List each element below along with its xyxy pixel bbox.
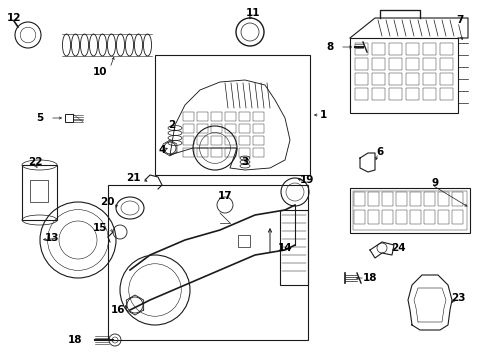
Bar (388, 43, 401, 55)
Bar (439, 73, 452, 85)
Bar (439, 43, 452, 55)
Text: 19: 19 (299, 175, 314, 185)
Bar (405, 43, 418, 55)
Bar (354, 43, 367, 55)
Bar (422, 58, 435, 70)
Bar (183, 112, 194, 121)
Bar (354, 88, 367, 100)
Bar (252, 112, 264, 121)
Bar (371, 58, 384, 70)
Bar (371, 88, 384, 100)
Text: 16: 16 (110, 305, 125, 315)
Bar (422, 43, 435, 55)
Bar (437, 192, 448, 206)
Bar (183, 124, 194, 133)
Bar (224, 136, 236, 145)
Text: 13: 13 (45, 233, 59, 243)
Bar (395, 210, 406, 224)
Bar (422, 88, 435, 100)
Bar (381, 192, 392, 206)
Text: 6: 6 (376, 147, 383, 157)
Bar (388, 88, 401, 100)
Text: 24: 24 (390, 243, 405, 253)
Bar (239, 136, 249, 145)
Bar (349, 188, 469, 233)
Bar (252, 136, 264, 145)
Text: 17: 17 (217, 191, 232, 201)
Bar (422, 73, 435, 85)
Text: 9: 9 (430, 178, 438, 188)
Text: 3: 3 (241, 157, 248, 167)
Bar (224, 148, 236, 157)
Bar (439, 58, 452, 70)
Bar (197, 124, 207, 133)
Bar (409, 192, 420, 206)
Bar (197, 148, 207, 157)
Text: 10: 10 (93, 67, 107, 77)
Bar (371, 43, 384, 55)
Bar (210, 136, 222, 145)
Bar (405, 88, 418, 100)
Text: 18: 18 (67, 335, 82, 345)
Text: 18: 18 (362, 273, 376, 283)
Bar (439, 88, 452, 100)
Bar (183, 136, 194, 145)
Bar (353, 210, 364, 224)
Bar (437, 210, 448, 224)
Bar (197, 112, 207, 121)
Bar (239, 148, 249, 157)
Text: 8: 8 (325, 42, 333, 52)
Bar (409, 210, 420, 224)
Text: 7: 7 (455, 15, 463, 25)
Bar (280, 210, 307, 285)
Bar (252, 124, 264, 133)
Text: 1: 1 (319, 110, 326, 120)
Bar (388, 58, 401, 70)
Bar (451, 210, 462, 224)
Bar (210, 124, 222, 133)
Text: 5: 5 (36, 113, 43, 123)
Text: 20: 20 (100, 197, 114, 207)
Bar (197, 136, 207, 145)
Bar (239, 112, 249, 121)
Bar (354, 73, 367, 85)
Bar (30, 180, 48, 202)
Bar (371, 73, 384, 85)
Bar (349, 38, 457, 113)
Text: 11: 11 (245, 8, 260, 18)
Text: 15: 15 (93, 223, 107, 233)
Bar (65, 114, 73, 122)
Bar (210, 148, 222, 157)
Bar (155, 55, 309, 175)
Bar (381, 210, 392, 224)
Text: 4: 4 (158, 145, 165, 155)
Bar (405, 58, 418, 70)
Bar (451, 192, 462, 206)
Text: 22: 22 (28, 157, 42, 167)
Bar (388, 73, 401, 85)
Text: 14: 14 (277, 243, 292, 253)
Bar (395, 192, 406, 206)
Bar (252, 148, 264, 157)
Bar (423, 210, 434, 224)
Bar (22, 165, 57, 220)
Bar (108, 185, 307, 340)
Bar (238, 235, 249, 247)
Bar (354, 58, 367, 70)
Bar (423, 192, 434, 206)
Text: 23: 23 (450, 293, 464, 303)
Bar (224, 124, 236, 133)
Bar (405, 73, 418, 85)
Bar (239, 124, 249, 133)
Text: 21: 21 (125, 173, 140, 183)
Bar (367, 210, 378, 224)
Bar (353, 192, 364, 206)
Text: 2: 2 (168, 120, 175, 130)
Bar (224, 112, 236, 121)
Bar (183, 148, 194, 157)
Text: 12: 12 (7, 13, 21, 23)
Bar (352, 191, 466, 230)
Bar (367, 192, 378, 206)
Bar (210, 112, 222, 121)
